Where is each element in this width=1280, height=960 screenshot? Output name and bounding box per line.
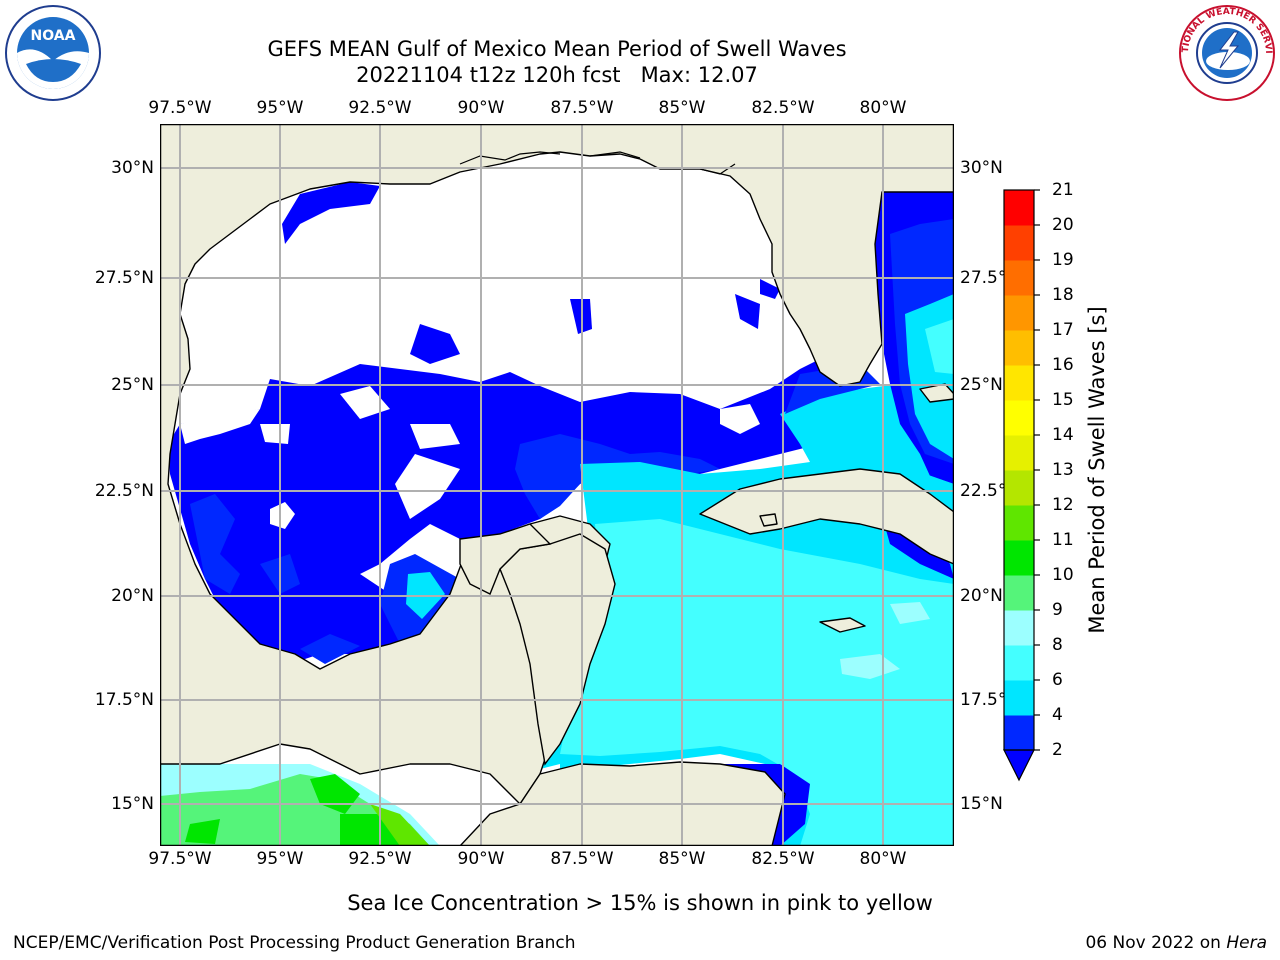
lon-label-top: 87.5°W bbox=[550, 98, 614, 118]
colorbar-tick-label: 4 bbox=[1052, 705, 1063, 725]
colorbar-swatch bbox=[1004, 715, 1034, 751]
graticule bbox=[160, 124, 954, 846]
colorbar-swatch bbox=[1004, 435, 1034, 471]
lon-label-bottom: 80°W bbox=[859, 849, 907, 869]
colorbar-tick-label: 14 bbox=[1052, 425, 1074, 445]
colorbar-swatch bbox=[1004, 295, 1034, 331]
chart-title: GEFS MEAN Gulf of Mexico Mean Period of … bbox=[267, 37, 847, 61]
lon-label-bottom: 95°W bbox=[256, 849, 304, 869]
lat-label-right: 15°N bbox=[960, 794, 1003, 814]
colorbar-tick-label: 2 bbox=[1052, 740, 1063, 760]
colorbar-extend bbox=[1003, 749, 1035, 782]
colorbar-swatch bbox=[1004, 540, 1034, 576]
noaa-logo: NOAA bbox=[5, 5, 101, 101]
colorbar-tick-label: 9 bbox=[1052, 600, 1063, 620]
colorbar-swatch bbox=[1004, 400, 1034, 436]
colorbar-swatch bbox=[1004, 190, 1034, 226]
sea-ice-note: Sea Ice Concentration > 15% is shown in … bbox=[347, 891, 933, 915]
period-lt2-north bbox=[282, 182, 380, 244]
lon-label-top: 97.5°W bbox=[148, 98, 212, 118]
footer-date-text: 06 Nov 2022 on bbox=[1085, 933, 1227, 953]
map-frame bbox=[160, 124, 954, 846]
period-6-8-caribbean bbox=[560, 519, 954, 846]
lon-label-bottom: 82.5°W bbox=[751, 849, 815, 869]
land-yucatan bbox=[499, 533, 616, 766]
lat-label-left: 20°N bbox=[111, 586, 154, 606]
colorbar-tick-label: 15 bbox=[1052, 390, 1074, 410]
lon-label-top: 82.5°W bbox=[751, 98, 815, 118]
colorbar bbox=[1003, 189, 1040, 782]
colorbar-swatch bbox=[1004, 575, 1034, 611]
footer-date: 06 Nov 2022 on Hera bbox=[1085, 933, 1267, 953]
lat-label-right: 20°N bbox=[960, 586, 1003, 606]
lat-label-left: 30°N bbox=[111, 158, 154, 178]
lat-label-right: 30°N bbox=[960, 158, 1003, 178]
colorbar-tick-label: 11 bbox=[1052, 530, 1074, 550]
lon-label-bottom: 85°W bbox=[658, 849, 706, 869]
colorbar-tick-label: 19 bbox=[1052, 250, 1074, 270]
lon-label-bottom: 90°W bbox=[457, 849, 505, 869]
nws-logo: NATIONAL WEATHER SERVICE bbox=[1178, 4, 1275, 101]
lon-label-bottom: 92.5°W bbox=[348, 849, 412, 869]
colorbar-swatch bbox=[1004, 680, 1034, 716]
colorbar-swatch bbox=[1004, 225, 1034, 261]
colorbar-tick-label: 21 bbox=[1052, 180, 1074, 200]
lon-label-top: 95°W bbox=[256, 98, 304, 118]
colorbar-tick-label: 12 bbox=[1052, 495, 1074, 515]
lat-label-left: 27.5°N bbox=[94, 268, 154, 288]
colorbar-swatch bbox=[1004, 330, 1034, 366]
colorbar-tick-label: 17 bbox=[1052, 320, 1074, 340]
colorbar-tick-label: 6 bbox=[1052, 670, 1063, 690]
lon-label-bottom: 87.5°W bbox=[550, 849, 614, 869]
atlantic-wave-field bbox=[875, 192, 954, 484]
lat-label-right: 25°N bbox=[960, 375, 1003, 395]
footer-credit: NCEP/EMC/Verification Post Processing Pr… bbox=[13, 933, 576, 953]
colorbar-swatch bbox=[1004, 610, 1034, 646]
lon-label-top: 80°W bbox=[859, 98, 907, 118]
period-lt2-west bbox=[168, 359, 820, 664]
lon-label-top: 90°W bbox=[457, 98, 505, 118]
lat-label-left: 25°N bbox=[111, 375, 154, 395]
lon-label-top: 92.5°W bbox=[348, 98, 412, 118]
svg-text:NOAA: NOAA bbox=[31, 28, 76, 44]
lat-label-left: 22.5°N bbox=[94, 481, 154, 501]
lon-label-top: 85°W bbox=[658, 98, 706, 118]
colorbar-swatch bbox=[1004, 365, 1034, 401]
colorbar-swatch bbox=[1004, 470, 1034, 506]
colorbar-swatch bbox=[1004, 645, 1034, 681]
colorbar-tick-label: 10 bbox=[1052, 565, 1074, 585]
colorbar-tick-label: 16 bbox=[1052, 355, 1074, 375]
land-cuba bbox=[699, 468, 954, 565]
lat-label-left: 15°N bbox=[111, 794, 154, 814]
colorbar-swatch bbox=[1004, 260, 1034, 296]
lat-label-left: 17.5°N bbox=[94, 690, 154, 710]
lon-label-bottom: 97.5°W bbox=[148, 849, 212, 869]
map-panel bbox=[160, 124, 954, 846]
colorbar-tick-label: 13 bbox=[1052, 460, 1074, 480]
colorbar-tick-label: 18 bbox=[1052, 285, 1074, 305]
colorbar-label: Mean Period of Swell Waves [s] bbox=[1085, 306, 1109, 634]
colorbar-swatch bbox=[1004, 505, 1034, 541]
footer-host: Hera bbox=[1226, 933, 1267, 953]
colorbar-tick-label: 20 bbox=[1052, 215, 1074, 235]
caribbean-wave-field bbox=[540, 459, 954, 846]
colorbar-tick-label: 8 bbox=[1052, 635, 1063, 655]
chart-subtitle: 20221104 t12z 120h fcst Max: 12.07 bbox=[356, 63, 758, 87]
